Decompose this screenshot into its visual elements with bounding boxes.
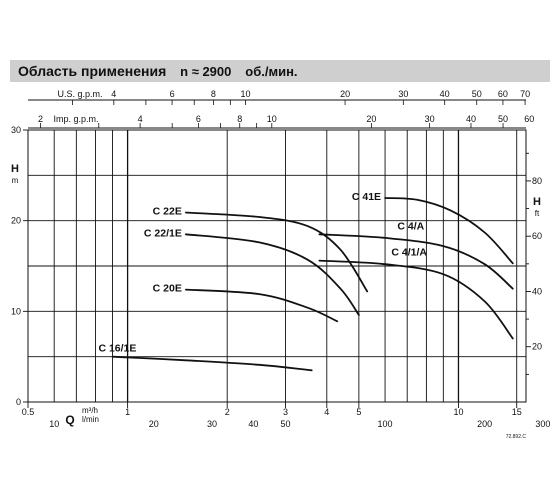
h-m-tick-label: 20 (11, 216, 21, 226)
us-gpm-tick-label: 50 (472, 89, 482, 99)
curve-c-4-1-a (318, 259, 514, 340)
q-m3h-axis-label: m³/h (82, 406, 98, 415)
imp-gpm-tick-label: 4 (138, 114, 143, 124)
h-ft-tick-label: 20 (532, 342, 542, 352)
q-axis-symbol: Q (65, 413, 74, 427)
us-gpm-tick-label: 10 (240, 89, 250, 99)
q-m3h-tick-label: 10 (453, 407, 463, 417)
h-ft-axis-label: H (533, 196, 541, 208)
q-lmin-tick-label: 200 (477, 419, 492, 429)
curve-c-41e (384, 197, 514, 265)
curves (111, 197, 514, 372)
page-title: Область применения n ≈ 2900 об./мин. (18, 63, 298, 79)
q-lmin-tick-label: 300 (535, 419, 550, 429)
curve-c-16-1e (111, 355, 313, 372)
q-lmin-tick-label: 20 (149, 419, 159, 429)
q-m3h-tick-label: 3 (283, 407, 288, 417)
axes (23, 99, 531, 408)
imp-gpm-axis-label: Imp. g.p.m. (53, 114, 98, 124)
q-m3h-tick-label: 2 (225, 407, 230, 417)
imp-gpm-tick-label: 6 (196, 114, 201, 124)
figure-code: 72.892.C (506, 434, 527, 440)
imp-gpm-tick-label: 8 (237, 114, 242, 124)
q-lmin-tick-label: 10 (49, 419, 59, 429)
h-m-tick-label: 0 (16, 397, 21, 407)
q-lmin-tick-label: 40 (248, 419, 258, 429)
h-ft-tick-label: 80 (532, 176, 542, 186)
h-m-tick-label: 30 (11, 125, 21, 135)
grid (28, 130, 526, 402)
labels: 4 6 8 10 20 30 40 50 60 70U.S. g.p.m.2 4 6 8 10 20 30 40… (11, 89, 550, 440)
us-gpm-tick-label: 60 (498, 89, 508, 99)
h-ft-tick-label: 40 (532, 286, 542, 296)
curve-label-c-22e: C 22E (153, 206, 182, 218)
h-ft-axis-unit: ft (535, 209, 540, 218)
imp-gpm-tick-label: 10 (267, 114, 277, 124)
curve-c-22-1e (185, 233, 360, 316)
imp-gpm-tick-label: 20 (366, 114, 376, 124)
curve-c-4-a (318, 233, 514, 290)
speed-label: n ≈ 2900 (180, 64, 232, 79)
us-gpm-tick-label: 40 (440, 89, 450, 99)
imp-gpm-tick-label: 50 (498, 114, 508, 124)
h-m-tick-label: 10 (11, 306, 21, 316)
imp-gpm-tick-label: 40 (466, 114, 476, 124)
q-m3h-tick-label: 15 (512, 407, 522, 417)
curve-label-c-20e: C 20E (153, 283, 182, 295)
us-gpm-tick-label: 4 (111, 89, 116, 99)
q-m3h-tick-label: 0.5 (22, 407, 35, 417)
imp-gpm-tick-label: 30 (425, 114, 435, 124)
h-m-axis-unit: m (12, 176, 19, 185)
plot-frame (27, 129, 527, 403)
q-m3h-tick-label: 5 (356, 407, 361, 417)
curve-label-c-22-1e: C 22/1E (144, 227, 182, 239)
title-main: Область применения (18, 63, 167, 79)
us-gpm-axis-label: U.S. g.p.m. (57, 89, 102, 99)
us-gpm-tick-label: 20 (340, 89, 350, 99)
title-bar: Область применения n ≈ 2900 об./мин. (10, 60, 550, 82)
curve-label-c-4-1-a: C 4/1/A (391, 247, 427, 259)
imp-gpm-tick-label: 60 (524, 114, 534, 124)
us-gpm-tick-label: 70 (520, 89, 530, 99)
h-m-axis-label: H (11, 163, 19, 175)
us-gpm-tick-label: 6 (170, 89, 175, 99)
q-m3h-tick-label: 1 (125, 407, 130, 417)
curve-c-20e (185, 288, 339, 323)
us-gpm-tick-label: 30 (398, 89, 408, 99)
curve-label-c-41e: C 41E (352, 191, 381, 203)
q-m3h-tick-label: 4 (324, 407, 329, 417)
speed-unit: об./мин. (245, 64, 298, 79)
q-lmin-tick-label: 30 (207, 419, 217, 429)
q-lmin-tick-label: 100 (378, 419, 393, 429)
curve-label-c-4-a: C 4/A (397, 220, 424, 232)
imp-gpm-tick-label: 2 (38, 114, 43, 124)
curve-c-22e (185, 211, 369, 293)
q-lmin-axis-label: l/min (82, 415, 99, 424)
h-ft-tick-label: 60 (532, 231, 542, 241)
curve-label-c-16-1e: C 16/1E (98, 343, 136, 355)
us-gpm-tick-label: 8 (211, 89, 216, 99)
q-lmin-tick-label: 50 (280, 419, 290, 429)
